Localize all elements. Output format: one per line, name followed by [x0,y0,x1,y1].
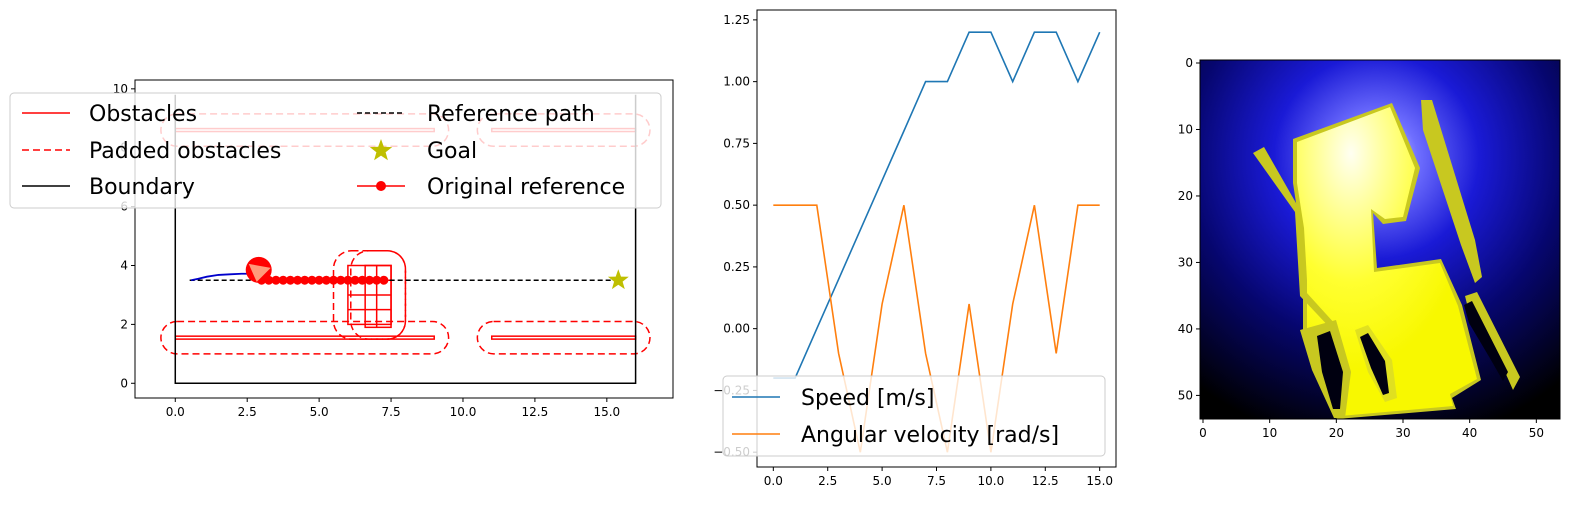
legend-label-obstacles: Obstacles [89,102,197,127]
heatmap-y-tick-label: 50 [1178,388,1193,402]
legend-swatch-original-reference-marker [376,181,386,191]
commands-y-tick-label: 1.00 [723,75,750,89]
original-reference-point [285,275,295,285]
legend-label-original-reference: Original reference [427,175,625,200]
map-y-tick-label: 2 [120,317,128,331]
heatmap-y-tick-label: 30 [1178,255,1193,269]
map-plot-area [160,94,651,385]
map-x-tick-label: 0.0 [166,405,185,419]
original-reference-point [329,275,339,285]
heatmap-x-tick-label: 0 [1199,426,1207,440]
map-x-tick-label: 7.5 [382,405,401,419]
heatmap-x-tick-label: 20 [1329,426,1344,440]
original-reference-point [357,275,367,285]
boundary-line [174,94,637,385]
commands-x-tick-label: 5.0 [873,474,892,488]
legend-label-reference-path: Reference path [427,102,595,127]
heatmap-hole-mid [1360,333,1389,395]
heatmap-y-tick-label: 20 [1178,189,1193,203]
commands-x-tick-label: 12.5 [1032,474,1059,488]
original-reference-point [293,275,303,285]
commands-y-tick-label: 0.50 [723,198,750,212]
map-x-tick-label: 12.5 [522,405,549,419]
heatmap-y-tick-label: 0 [1185,56,1193,70]
padded-obstacle [476,320,651,355]
heatmap-x-tick-label: 40 [1462,426,1477,440]
map-y-tick-label: 10 [113,82,128,96]
legend-swatch-goal [369,139,393,161]
commands-panel: 0.02.55.07.510.012.515.0−0.50−0.250.000.… [713,9,1117,488]
commands-x-tick-label: 7.5 [927,474,946,488]
map-x-tick-label: 2.5 [238,405,257,419]
legend-label-goal: Goal [427,139,477,164]
legend-label-angular-velocity: Angular velocity [rad/s] [801,423,1059,448]
goal-star [607,269,629,290]
legend-label-padded-obstacles: Padded obstacles [89,139,281,164]
original-reference-point [372,275,382,285]
commands-y-tick-label: 0.75 [723,136,750,150]
heatmap-x-tick-label: 30 [1395,426,1410,440]
original-reference-point [364,275,374,285]
commands-y-tick-label: 1.25 [723,13,750,27]
map-x-tick-label: 5.0 [310,405,329,419]
legend-label-boundary: Boundary [89,175,195,200]
original-reference-point [300,275,310,285]
heatmap-hole-right [1464,301,1508,381]
commands-x-tick-label: 2.5 [818,474,837,488]
original-reference-point [321,275,331,285]
legend-label-speed: Speed [m/s] [801,386,934,411]
heatmap-hole-left [1317,331,1343,409]
commands-legend: Speed [m/s] Angular velocity [rad/s] [722,375,1106,457]
original-reference-point [307,275,317,285]
heatmap-image [1200,60,1560,419]
map-y-tick-label: 0 [120,376,128,390]
commands-y-tick-label: 0.00 [723,322,750,336]
map-y-tick-label: 4 [120,259,128,273]
original-reference-point [314,275,324,285]
robot-heading [248,263,271,282]
heatmap-y-tick-label: 40 [1178,322,1193,336]
padded-obstacle [160,320,450,355]
commands-x-tick-label: 10.0 [978,474,1005,488]
map-legend: Obstacles Padded obstacles Boundary Refe… [9,92,662,209]
heatmap-ticks: 0 10 20 30 40 50 0 10 20 30 40 50 [1178,56,1544,440]
heatmap-x-tick-label: 50 [1529,426,1544,440]
original-reference-point [379,275,389,285]
speed-series-line [773,31,1101,379]
heatmap-x-tick-label: 10 [1262,426,1277,440]
heatmap-free-space [1297,107,1477,416]
original-reference-point [271,275,281,285]
commands-legend-box [722,375,1106,457]
original-reference-point [336,275,346,285]
map-panel: 0.02.55.07.510.012.515.00246810 Obstacle… [9,79,674,419]
heatmap-axes-frame [1199,59,1561,420]
heatmap-y-tick-label: 10 [1178,122,1193,136]
original-reference-point [350,275,360,285]
original-reference-point [278,275,288,285]
heatmap-right-strip [1421,100,1482,283]
map-x-tick-label: 10.0 [450,405,477,419]
map-x-tick-label: 15.0 [593,405,620,419]
original-reference-point [343,275,353,285]
obstacle [364,264,392,329]
commands-y-tick-label: 0.25 [723,260,750,274]
image-panel: 0 10 20 30 40 50 0 10 20 30 40 50 [1178,56,1561,440]
map-legend-box [9,92,662,209]
commands-x-tick-label: 0.0 [764,474,783,488]
commands-x-tick-label: 15.0 [1086,474,1113,488]
